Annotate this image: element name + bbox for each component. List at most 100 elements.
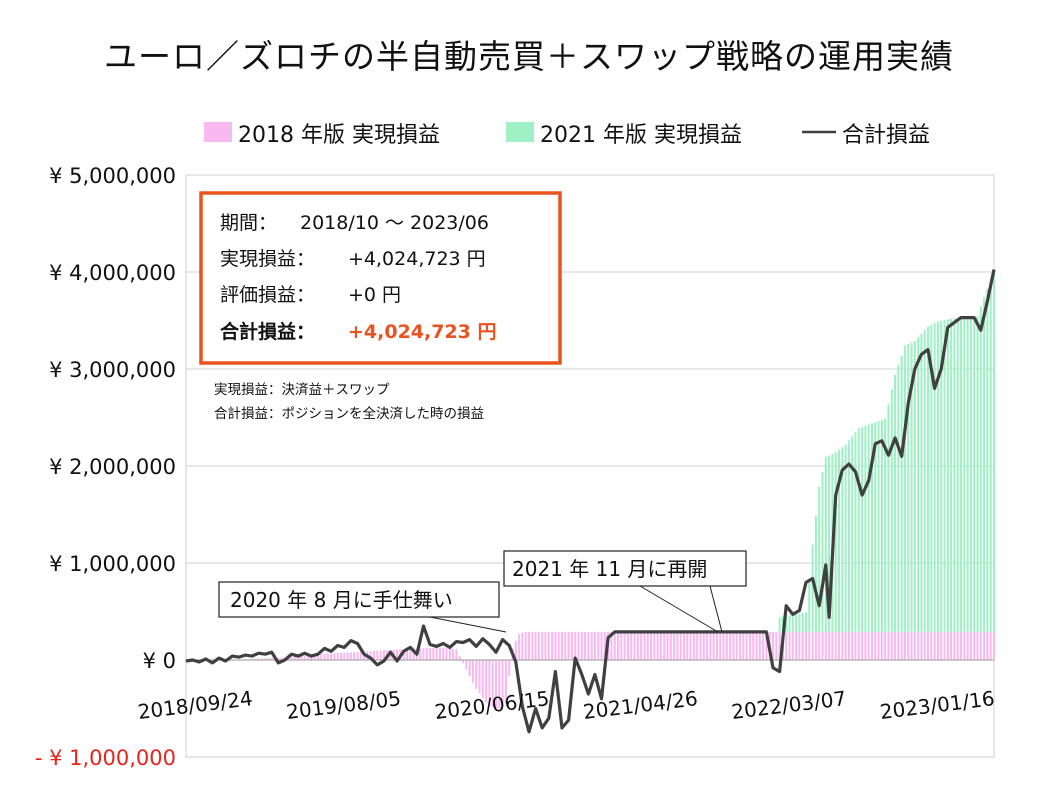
bar-2021	[821, 471, 824, 632]
bar-2018	[913, 631, 916, 660]
y-tick-label: - ¥ 1,000,000	[35, 746, 176, 770]
bar-2021	[798, 613, 801, 632]
bar-2018	[481, 660, 484, 698]
y-tick-label: ¥ 1,000,000	[49, 552, 176, 576]
bar-2018	[884, 631, 887, 660]
bar-2018	[920, 631, 923, 660]
bar-2018	[432, 647, 435, 660]
bar-2018	[791, 631, 794, 660]
bar-2018	[442, 647, 445, 660]
bar-2018	[936, 631, 939, 660]
bar-2018	[847, 631, 850, 660]
bar-2021	[930, 324, 933, 632]
bar-2018	[729, 631, 732, 660]
bar-2018	[379, 650, 382, 660]
bar-2018	[824, 631, 827, 660]
bar-2018	[669, 631, 672, 660]
bar-2018	[979, 631, 982, 660]
bar-2018	[267, 658, 270, 660]
bar-2018	[620, 631, 623, 660]
bar-2018	[976, 631, 979, 660]
info-total-value: +4,024,723 円	[348, 321, 497, 343]
bar-2021	[811, 544, 814, 632]
bar-2018	[923, 631, 926, 660]
bar-2018	[518, 633, 521, 660]
info-period-value: 2018/10 ～ 2023/06	[300, 212, 489, 234]
bar-2018	[560, 631, 563, 660]
bar-2018	[617, 631, 620, 660]
bar-2018	[894, 631, 897, 660]
bar-2018	[498, 660, 501, 709]
bar-2021	[966, 317, 969, 632]
bar-2021	[969, 316, 972, 632]
bar-2018	[389, 649, 392, 660]
bar-2018	[778, 631, 781, 660]
bar-2018	[465, 660, 468, 670]
bar-2021	[844, 444, 847, 632]
bar-2018	[752, 631, 755, 660]
bar-2018	[857, 631, 860, 660]
bar-2018	[834, 631, 837, 660]
bar-2018	[541, 631, 544, 660]
bar-2018	[887, 631, 890, 660]
bar-2021	[874, 422, 877, 632]
bar-2018	[326, 653, 329, 660]
bar-2018	[567, 631, 570, 660]
bar-2018	[356, 651, 359, 660]
bar-2018	[801, 631, 804, 660]
bar-2018	[785, 631, 788, 660]
bar-2018	[448, 648, 451, 660]
bar-2018	[946, 631, 949, 660]
bar-2021	[884, 418, 887, 632]
callout-restart-text: 2021 年 11 月に再開	[512, 557, 707, 581]
bar-2018	[950, 631, 953, 660]
bar-2018	[732, 631, 735, 660]
bar-2021	[851, 436, 854, 632]
bar-2018	[570, 631, 573, 660]
bar-2021	[959, 317, 963, 632]
bar-2018	[897, 631, 900, 660]
bar-2021	[907, 344, 910, 632]
bar-2018	[551, 631, 554, 660]
bar-2021	[824, 457, 827, 632]
bar-2018	[795, 631, 798, 660]
bar-2018	[927, 631, 930, 660]
bar-2018	[643, 631, 646, 660]
bar-2018	[765, 631, 768, 660]
bar-2018	[682, 631, 686, 660]
bar-2018	[600, 631, 603, 660]
bar-2018	[564, 631, 567, 660]
bar-2021	[818, 486, 821, 632]
bar-2018	[593, 631, 596, 660]
bar-2021	[953, 318, 956, 632]
bar-2018	[933, 631, 936, 660]
bar-2018	[673, 631, 676, 660]
bar-2018	[640, 631, 643, 660]
bar-2018	[663, 631, 666, 660]
bar-2018	[574, 631, 577, 660]
bar-2018	[956, 631, 959, 660]
bar-2018	[762, 631, 765, 660]
bar-2021	[936, 321, 939, 632]
bar-2021	[933, 323, 936, 632]
bar-2018	[699, 631, 702, 660]
bar-2018	[917, 631, 920, 660]
bar-2021	[890, 389, 893, 632]
callout-close: 2020 年 8 月に手仕舞い	[218, 581, 507, 633]
bar-2018	[613, 631, 616, 660]
bar-2018	[775, 631, 778, 660]
bar-2018	[455, 649, 458, 660]
bar-2018	[745, 631, 748, 660]
bar-2018	[471, 660, 474, 683]
bar-2018	[504, 660, 507, 704]
bar-2018	[867, 631, 870, 660]
bar-2018	[405, 649, 408, 660]
info-unrealized-label: 評価損益：	[220, 284, 315, 306]
bar-2018	[316, 654, 319, 660]
callout-close-box	[218, 581, 500, 618]
bar-2021	[778, 617, 781, 632]
bar-2018	[808, 631, 811, 660]
bar-2021	[867, 424, 870, 632]
bar-2018	[438, 647, 441, 660]
